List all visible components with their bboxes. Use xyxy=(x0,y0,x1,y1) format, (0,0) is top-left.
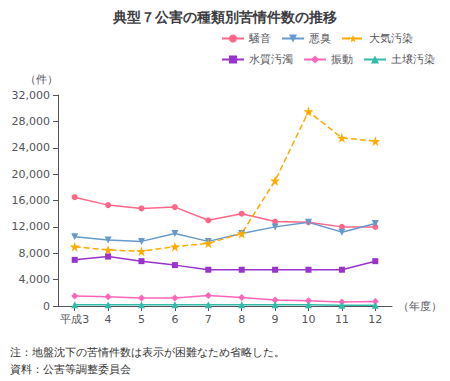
svg-text:6: 6 xyxy=(171,313,178,326)
svg-text:28,000: 28,000 xyxy=(12,115,51,128)
svg-text:5: 5 xyxy=(138,313,145,326)
svg-text:平成3: 平成3 xyxy=(60,313,89,326)
svg-text:典型７公害の種類別苦情件数の推移: 典型７公害の種類別苦情件数の推移 xyxy=(112,9,337,25)
svg-text:資料：公害等調整委員会: 資料：公害等調整委員会 xyxy=(10,363,131,376)
svg-text:土壌汚染: 土壌汚染 xyxy=(391,53,435,66)
svg-text:（年度）: （年度） xyxy=(398,300,442,313)
svg-text:騒音: 騒音 xyxy=(248,32,271,45)
svg-text:12: 12 xyxy=(368,313,382,326)
svg-text:振動: 振動 xyxy=(331,53,353,66)
svg-text:4,000: 4,000 xyxy=(19,273,51,286)
svg-text:（件）: （件） xyxy=(25,73,58,86)
svg-text:水質汚濁: 水質汚濁 xyxy=(249,53,293,66)
svg-text:10: 10 xyxy=(302,313,316,326)
svg-text:11: 11 xyxy=(335,313,349,326)
svg-text:0: 0 xyxy=(43,300,50,313)
svg-text:悪臭: 悪臭 xyxy=(308,32,331,45)
svg-text:8,000: 8,000 xyxy=(19,247,51,260)
svg-text:16,000: 16,000 xyxy=(12,194,51,207)
svg-text:12,000: 12,000 xyxy=(12,220,51,233)
svg-text:24,000: 24,000 xyxy=(12,141,51,154)
svg-text:大気汚染: 大気汚染 xyxy=(369,32,413,45)
svg-text:9: 9 xyxy=(272,313,279,326)
svg-text:7: 7 xyxy=(205,313,212,326)
svg-text:4: 4 xyxy=(105,313,112,326)
svg-text:注：地盤沈下の苦情件数は表示が困難なため省略した。: 注：地盤沈下の苦情件数は表示が困難なため省略した。 xyxy=(10,346,285,359)
svg-text:32,000: 32,000 xyxy=(12,89,51,102)
svg-text:20,000: 20,000 xyxy=(12,168,51,181)
svg-text:8: 8 xyxy=(238,313,245,326)
